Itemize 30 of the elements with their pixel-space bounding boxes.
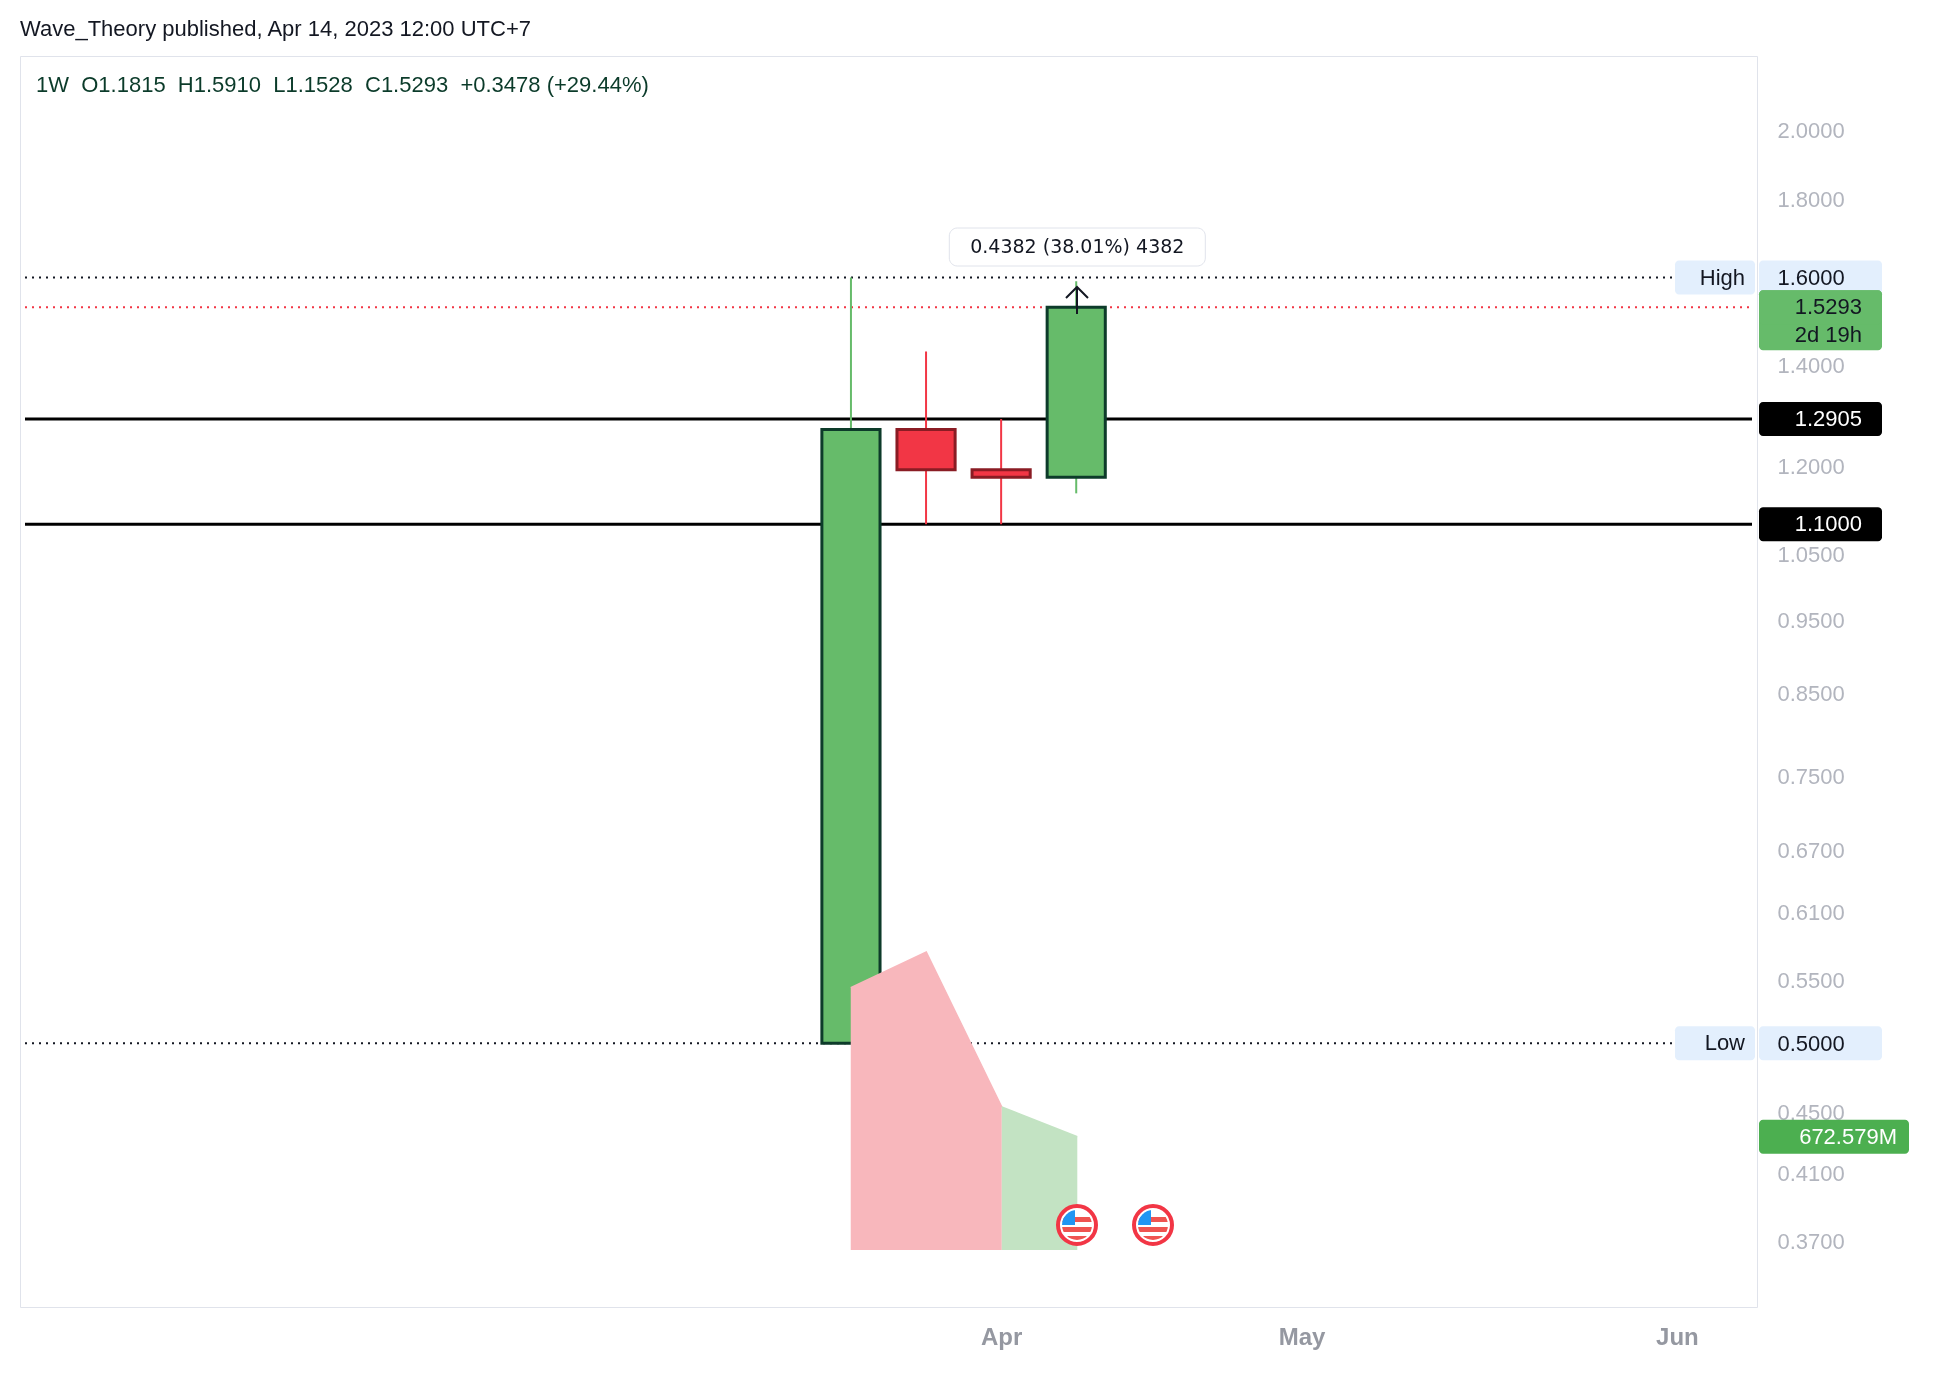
ref-line-label: Low	[1704, 1030, 1746, 1056]
y-tick-label: 0.4500	[1777, 1100, 1845, 1126]
y-tick-label: 1.6000	[1777, 265, 1845, 291]
y-tick-label: 0.9500	[1777, 608, 1845, 634]
annotation: 0.4382 (38.01%) 4382	[970, 235, 1185, 257]
y-tick-label: 2.0000	[1777, 118, 1845, 144]
y-tick-label: 1.8000	[1777, 187, 1845, 213]
y-tick-label: 1.0500	[1777, 542, 1845, 568]
candlestick	[970, 418, 1032, 526]
x-tick-label: Apr	[980, 1322, 1023, 1350]
y-tick-label: 0.6100	[1777, 899, 1845, 925]
y-tick-label: 0.7500	[1777, 763, 1845, 789]
y-tick-label: 1.4000	[1777, 352, 1845, 378]
y-tick-label: 0.4100	[1777, 1161, 1845, 1187]
y-tick-label: 1.2000	[1777, 454, 1845, 480]
ref-line-label: 1.5293	[1794, 294, 1862, 320]
text: 2d 19h	[1794, 322, 1862, 348]
y-tick-label: 0.3700	[1777, 1229, 1845, 1255]
text: 672.579M	[1799, 1123, 1897, 1149]
y-tick-label: 0.5500	[1777, 968, 1845, 994]
text: 1W O1.1815 H1.5910 L1.1528 C1.5293 +0.3478 (+29.44%)	[36, 72, 649, 98]
chart-title: Wave_Theory published, Apr 14, 2023 12:00 UTC+7	[20, 16, 531, 42]
x-tick-label: Jun	[1656, 1322, 1699, 1350]
y-tick-label: 0.5000	[1777, 1030, 1845, 1056]
ref-line-label: 1.2905	[1794, 406, 1862, 432]
x-tick-label: May	[1278, 1322, 1326, 1350]
ref-line-label: 1.1000	[1794, 511, 1862, 537]
y-tick-label: 0.8500	[1777, 681, 1845, 707]
ref-line-label: High	[1699, 264, 1745, 290]
y-tick-label: 0.6700	[1777, 838, 1845, 864]
